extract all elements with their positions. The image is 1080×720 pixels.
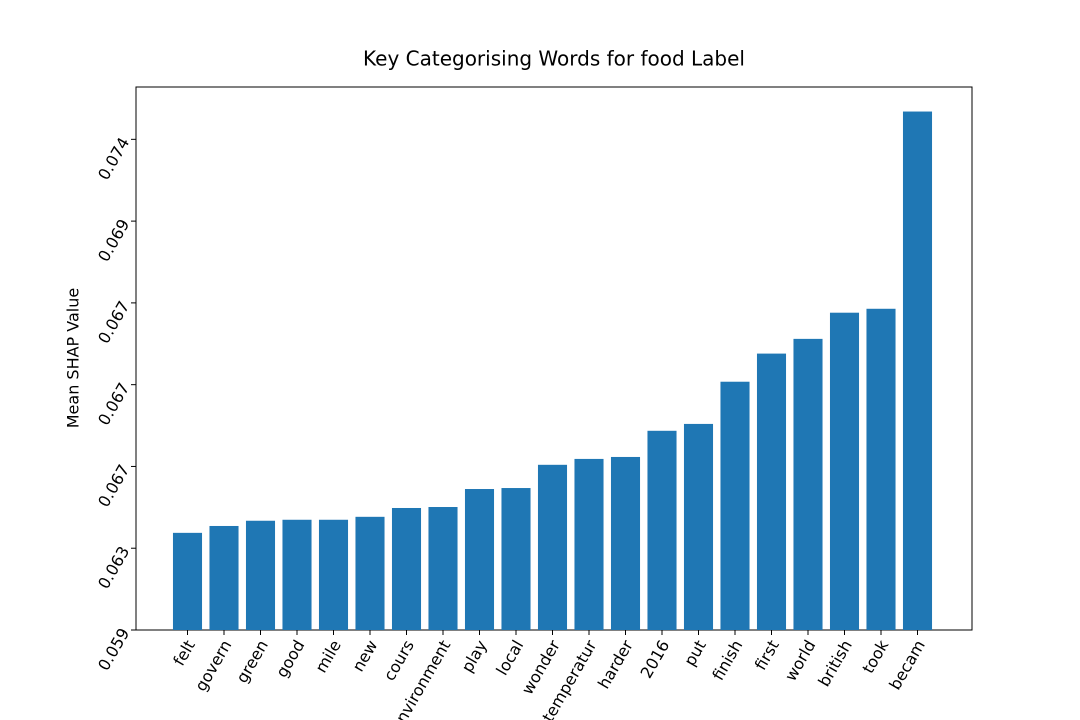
- bar: [574, 458, 604, 630]
- x-tick-label: harder: [594, 636, 637, 692]
- bar: [355, 516, 385, 630]
- y-tick-label: 0.067: [94, 461, 133, 510]
- y-tick-label: 0.074: [94, 134, 133, 183]
- bar: [866, 308, 896, 630]
- y-tick-label: 0.059: [94, 625, 133, 674]
- x-tick-label: govern: [191, 637, 235, 695]
- bar: [501, 488, 531, 630]
- x-tick-label: 2016: [637, 637, 674, 682]
- bar: [610, 456, 641, 630]
- x-tick-label: good: [272, 637, 308, 681]
- bar: [391, 507, 422, 630]
- y-tick-label: 0.063: [94, 543, 133, 592]
- bar: [245, 520, 276, 630]
- bar: [647, 430, 677, 630]
- x-tick-label: felt: [169, 637, 199, 669]
- bar: [172, 532, 203, 630]
- y-axis-label: Mean SHAP Value: [64, 288, 83, 428]
- x-tick-label: mile: [311, 637, 345, 676]
- bar: [209, 525, 239, 630]
- bar: [318, 519, 349, 630]
- x-tick-label: new: [348, 637, 381, 675]
- bar: [537, 464, 568, 630]
- x-tick-label: finish: [708, 637, 746, 684]
- bar: [793, 338, 823, 630]
- x-tick-label: play: [457, 637, 490, 676]
- bar: [756, 353, 787, 630]
- x-tick-label: becam: [885, 637, 929, 693]
- x-tick-label: put: [680, 637, 710, 670]
- x-tick-label: world: [781, 637, 819, 685]
- bar: [902, 111, 933, 630]
- bar: [720, 381, 750, 630]
- x-tick-label: took: [858, 636, 892, 677]
- y-tick-label: 0.067: [94, 298, 133, 347]
- chart-title: Key Categorising Words for food Label: [363, 47, 745, 71]
- x-tick-label: first: [751, 637, 783, 674]
- bar: [464, 489, 495, 630]
- x-tick-label: local: [492, 637, 527, 679]
- bar: [683, 423, 714, 630]
- bar: [428, 507, 458, 630]
- x-tick-label: british: [814, 637, 856, 690]
- y-tick-label: 0.069: [94, 216, 133, 265]
- x-tick-label: cours: [380, 637, 418, 684]
- y-tick-label: 0.067: [94, 379, 133, 428]
- x-tick-label: green: [232, 637, 272, 687]
- bar: [282, 519, 312, 630]
- bar: [829, 312, 860, 630]
